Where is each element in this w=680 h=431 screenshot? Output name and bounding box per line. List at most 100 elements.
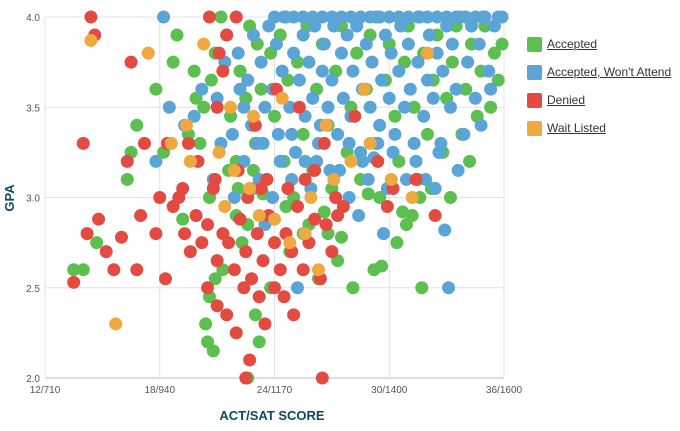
data-point-denied — [325, 245, 339, 259]
data-point-accepted-won-t-attend — [373, 118, 387, 132]
data-point-accepted-won-t-attend — [315, 10, 329, 24]
data-point-wait-listed — [109, 317, 123, 331]
data-point-accepted — [361, 187, 375, 201]
legend-label-wait-listed: Wait Listed — [547, 121, 606, 135]
data-point-accepted-won-t-attend — [258, 100, 272, 114]
data-point-denied — [176, 181, 190, 195]
y-tick-label: 2.5 — [26, 284, 40, 295]
y-axis-ticks: 2.0 2.5 3.0 3.5 4.0 — [26, 13, 40, 385]
data-point-accepted — [445, 55, 459, 69]
data-point-accepted-won-t-attend — [195, 82, 209, 96]
data-point-accepted — [233, 64, 247, 78]
data-point-accepted-won-t-attend — [283, 100, 297, 114]
data-point-accepted — [350, 46, 364, 60]
data-point-denied — [189, 209, 203, 223]
data-point-accepted-won-t-attend — [285, 127, 299, 141]
data-point-accepted-won-t-attend — [411, 55, 425, 69]
data-point-wait-listed — [84, 33, 98, 47]
x-tick-label: 18/940 — [144, 385, 175, 396]
legend-label-accepted: Accepted — [547, 37, 598, 51]
data-point-accepted-won-t-attend — [254, 55, 268, 69]
data-point-accepted-won-t-attend — [401, 37, 415, 51]
data-point-denied — [229, 326, 243, 340]
data-point-accepted — [254, 82, 268, 96]
data-point-denied — [239, 245, 253, 259]
data-point-accepted-won-t-attend — [449, 82, 463, 96]
data-point-denied — [195, 236, 209, 250]
legend-item-accepted-wont-attend[interactable]: Accepted, Won't Attend — [527, 58, 671, 86]
series-denied — [67, 10, 442, 385]
data-point-wait-listed — [246, 109, 260, 123]
data-point-accepted — [130, 118, 144, 132]
data-point-accepted-won-t-attend — [157, 10, 171, 24]
legend-label-denied: Denied — [547, 93, 586, 107]
data-point-denied — [268, 236, 281, 250]
data-point-accepted — [279, 200, 293, 214]
data-point-denied — [315, 371, 329, 385]
data-point-accepted-won-t-attend — [482, 64, 496, 78]
data-point-wait-listed — [357, 82, 371, 96]
data-point-denied — [298, 172, 312, 186]
legend-swatch-denied — [527, 92, 542, 108]
data-point-denied — [137, 136, 151, 150]
data-point-accepted-won-t-attend — [398, 100, 412, 114]
data-point-denied — [201, 218, 215, 232]
data-point-accepted-won-t-attend — [342, 136, 356, 150]
legend-swatch-wait-listed — [527, 120, 542, 136]
legend-item-denied[interactable]: Denied — [527, 86, 671, 114]
data-point-accepted — [224, 109, 238, 123]
legend-swatch-accepted-wont-attend — [527, 64, 542, 80]
data-points — [67, 10, 509, 385]
x-tick-label: 24/1170 — [257, 385, 293, 396]
data-point-denied — [99, 245, 113, 259]
data-point-accepted — [463, 154, 477, 168]
data-point-accepted — [407, 100, 421, 114]
data-point-accepted-won-t-attend — [430, 10, 444, 24]
legend-item-accepted[interactable]: Accepted — [527, 30, 671, 58]
data-point-accepted-won-t-attend — [149, 154, 163, 168]
data-point-accepted — [214, 10, 228, 24]
data-point-accepted — [120, 172, 134, 186]
data-point-wait-listed — [405, 191, 419, 204]
data-point-denied — [256, 254, 270, 268]
data-point-accepted — [206, 344, 220, 358]
data-point-denied — [317, 136, 331, 150]
data-point-accepted-won-t-attend — [225, 127, 239, 141]
data-point-accepted — [176, 212, 190, 226]
data-point-accepted-won-t-attend — [346, 64, 360, 78]
data-point-denied — [229, 10, 243, 24]
data-point-denied — [107, 263, 121, 277]
data-point-wait-listed — [304, 191, 318, 204]
data-point-denied — [210, 299, 224, 313]
data-point-denied — [281, 181, 295, 195]
data-point-accepted-won-t-attend — [451, 163, 465, 177]
legend-item-wait-listed[interactable]: Wait Listed — [527, 114, 671, 142]
data-point-denied — [296, 263, 310, 277]
data-point-denied — [409, 172, 423, 186]
data-point-accepted-won-t-attend — [289, 145, 303, 159]
data-point-denied — [273, 263, 287, 277]
data-point-denied — [134, 209, 148, 223]
data-point-accepted — [373, 191, 387, 204]
data-point-accepted-won-t-attend — [478, 10, 492, 24]
data-point-denied — [120, 154, 134, 168]
data-point-accepted-won-t-attend — [296, 10, 310, 24]
data-point-accepted-won-t-attend — [365, 55, 379, 69]
data-point-wait-listed — [283, 236, 297, 250]
data-point-accepted-won-t-attend — [403, 82, 417, 96]
data-point-accepted — [76, 263, 90, 277]
data-point-accepted-won-t-attend — [375, 73, 389, 87]
data-point-accepted-won-t-attend — [472, 37, 486, 51]
data-point-accepted-won-t-attend — [392, 64, 406, 78]
series-wait-listed — [84, 33, 434, 331]
data-point-accepted-won-t-attend — [241, 73, 255, 87]
data-point-denied — [308, 163, 322, 177]
data-point-accepted — [149, 82, 163, 96]
data-point-denied — [80, 227, 94, 241]
data-point-accepted-won-t-attend — [445, 37, 459, 51]
chart-legend: Accepted Accepted, Won't Attend Denied W… — [527, 30, 671, 142]
data-point-wait-listed — [311, 263, 325, 277]
data-point-accepted-won-t-attend — [421, 73, 434, 87]
data-point-accepted-won-t-attend — [336, 91, 350, 105]
data-point-accepted-won-t-attend — [277, 10, 291, 24]
